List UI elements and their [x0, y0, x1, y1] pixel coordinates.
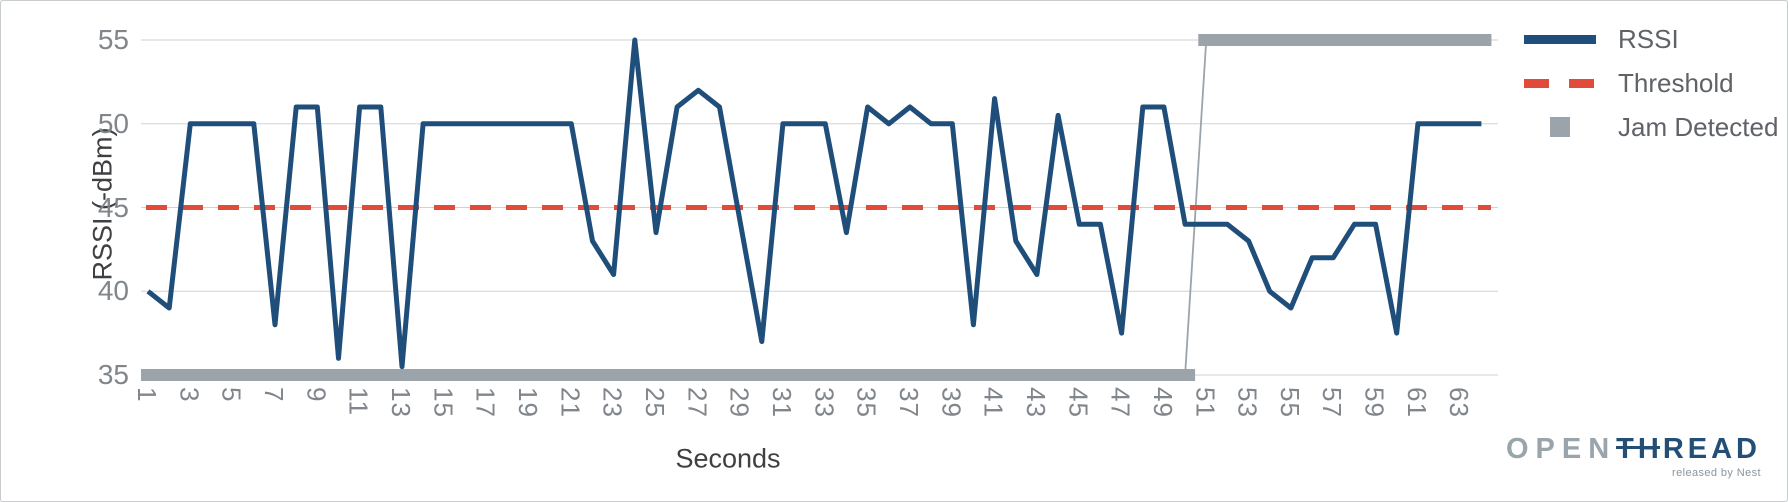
y-tick-label-55: 55 [97, 24, 129, 55]
rssi-line-swatch [1524, 34, 1602, 44]
x-tick-label-53: 53 [1232, 387, 1263, 418]
x-tick-label-59: 59 [1359, 387, 1390, 418]
x-tick-label-1: 1 [132, 387, 162, 403]
x-tick-label-11: 11 [343, 387, 374, 416]
x-tick-label-57: 57 [1317, 387, 1348, 418]
x-tick-label-15: 15 [428, 387, 459, 418]
legend-item-jam: Jam Detected [1524, 111, 1779, 142]
x-tick-label-13: 13 [385, 387, 416, 418]
openthread-wordmark: OPENTHREAD [1506, 433, 1761, 466]
x-tick-label-7: 7 [258, 387, 289, 403]
x-tick-label-63: 63 [1444, 387, 1475, 418]
x-tick-label-9: 9 [301, 387, 332, 403]
x-tick-label-5: 5 [216, 387, 247, 403]
openthread-logo: OPENTHREAD released by Nest [1506, 433, 1761, 479]
y-tick-label-40: 40 [97, 275, 129, 307]
x-tick-label-49: 49 [1147, 387, 1178, 418]
x-tick-label-23: 23 [597, 387, 628, 418]
y-tick-label-45: 45 [97, 191, 129, 223]
x-tick-label-33: 33 [809, 387, 840, 418]
logo-tagline: released by Nest [1672, 467, 1761, 479]
x-tick-label-3: 3 [174, 387, 205, 403]
logo-open-text: OPEN [1505, 433, 1617, 465]
y-tick-label-35: 35 [97, 359, 129, 390]
x-tick-label-51: 51 [1190, 387, 1221, 418]
x-tick-label-31: 31 [766, 387, 797, 418]
rssi-line [146, 37, 1482, 370]
jam-square-swatch [1524, 117, 1602, 137]
x-tick-label-47: 47 [1105, 387, 1136, 418]
x-tick-label-37: 37 [893, 387, 924, 418]
x-tick-label-35: 35 [851, 387, 882, 418]
x-tick-label-45: 45 [1063, 387, 1094, 418]
y-tick-label-50: 50 [97, 107, 129, 139]
logo-thread-text: THREAD [1616, 433, 1761, 465]
x-tick-label-27: 27 [682, 387, 713, 418]
x-tick-label-41: 41 [978, 387, 1009, 418]
legend-label: RSSI [1618, 23, 1679, 54]
legend-item-threshold: Threshold [1524, 67, 1778, 98]
x-tick-label-61: 61 [1401, 387, 1432, 418]
legend: RSSI Threshold Jam Detected [1524, 23, 1779, 157]
x-tick-label-19: 19 [512, 387, 543, 418]
legend-item-rssi: RSSI [1524, 23, 1778, 54]
x-tick-label-25: 25 [639, 387, 670, 418]
x-tick-label-21: 21 [555, 387, 586, 418]
x-tick-label-55: 55 [1274, 387, 1305, 418]
x-tick-label-29: 29 [724, 387, 755, 418]
x-tick-label-43: 43 [1020, 387, 1051, 418]
x-tick-label-39: 39 [936, 387, 967, 418]
threshold-dash-swatch [1524, 78, 1602, 88]
legend-label: Threshold [1618, 67, 1734, 98]
x-tick-label-17: 17 [470, 387, 501, 418]
x-axis-title: Seconds [675, 443, 781, 474]
legend-label: Jam Detected [1618, 111, 1779, 142]
